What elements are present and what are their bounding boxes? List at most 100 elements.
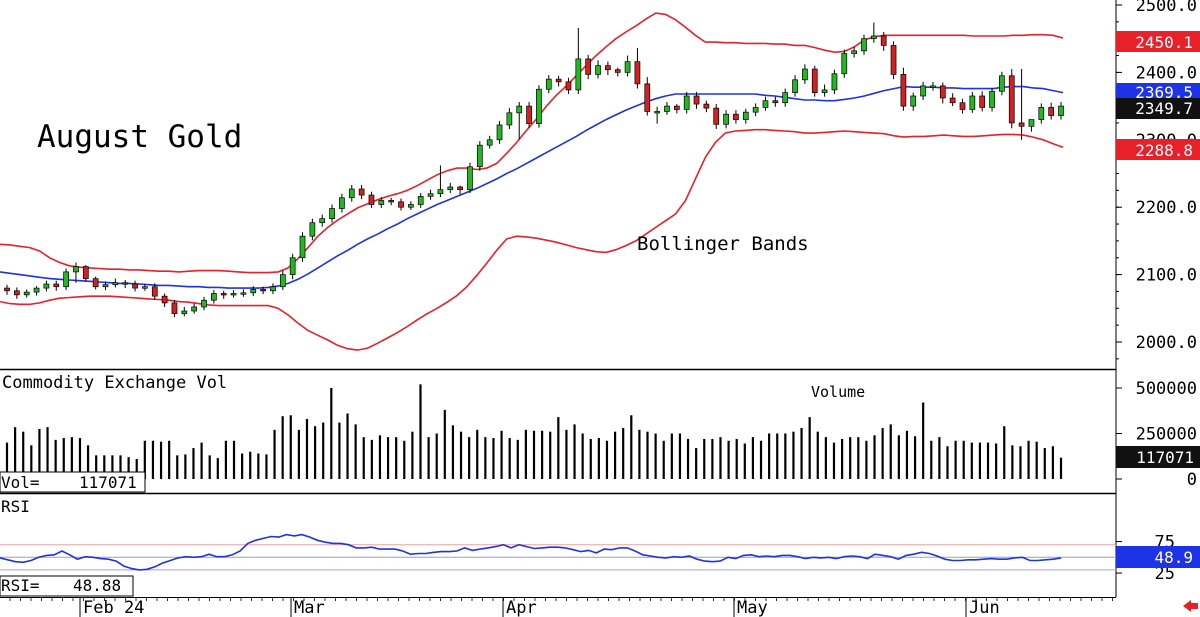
- candle-body: [142, 286, 148, 289]
- candle-body: [92, 278, 99, 288]
- candle-body: [260, 289, 266, 292]
- candle-body: [841, 53, 848, 75]
- candle-body: [496, 124, 503, 141]
- candle-body: [555, 78, 562, 83]
- scroll-left-arrow-icon[interactable]: [1183, 600, 1198, 612]
- candle-body: [82, 266, 89, 279]
- last-price-marker-label: 2349.7: [1135, 99, 1193, 118]
- rsi-readout-value: 48.88: [73, 576, 121, 595]
- candle-body: [14, 290, 20, 296]
- candle-body: [476, 144, 483, 168]
- lower-band-marker: [1116, 139, 1200, 160]
- candle-body: [348, 188, 355, 199]
- candle-body: [782, 92, 789, 104]
- candle-body: [417, 196, 424, 205]
- lower-band-marker-label: 2288.8: [1135, 141, 1193, 160]
- candle-body: [575, 58, 582, 91]
- candle-body: [654, 111, 660, 114]
- candle-body: [752, 107, 759, 113]
- candle-body: [644, 83, 651, 112]
- candle-body: [1048, 107, 1054, 116]
- candle-body: [536, 88, 542, 124]
- candle-body: [614, 69, 621, 73]
- candle-body: [319, 218, 326, 224]
- candle-body: [880, 35, 887, 46]
- middle-band-marker: [1116, 83, 1200, 102]
- candle-body: [73, 266, 79, 273]
- candle-body: [112, 282, 119, 286]
- rsi-pane-title: RSI: [1, 497, 30, 516]
- middle-bollinger-band: [0, 85, 1064, 289]
- candle-body: [211, 293, 217, 301]
- candle-body: [723, 113, 729, 125]
- candle-body: [673, 105, 680, 110]
- candle-body: [427, 193, 434, 197]
- candle-body: [437, 189, 444, 195]
- candle-body: [742, 111, 749, 120]
- candle-body: [191, 306, 198, 312]
- candle-body: [910, 95, 917, 107]
- volume-readout-box: [0, 471, 146, 493]
- candle-body: [388, 200, 395, 203]
- candle-body: [289, 257, 296, 275]
- rsi-line: [0, 533, 1062, 571]
- x-axis: Feb 24 Mar Apr May Jun: [9, 597, 1113, 617]
- upper-band-marker-label: 2450.1: [1135, 33, 1193, 52]
- candle-body: [802, 68, 808, 81]
- volume-pane-title: Commodity Exchange Vol: [2, 373, 227, 393]
- candle-body: [102, 284, 109, 288]
- candle-body: [457, 186, 463, 191]
- candle-body: [890, 45, 897, 75]
- candle-body: [506, 112, 513, 126]
- candle-body: [250, 289, 257, 294]
- candle-body: [368, 194, 375, 205]
- rsi-last-marker-label: 48.9: [1154, 548, 1193, 567]
- candle-body: [920, 85, 926, 97]
- candle-body: [792, 79, 798, 93]
- candle-body: [733, 113, 739, 120]
- candle-body: [979, 95, 986, 108]
- candle-body: [329, 208, 335, 220]
- x-axis-label: Mar: [294, 598, 325, 617]
- candle-body: [713, 107, 720, 125]
- candle-body: [299, 235, 306, 259]
- candle-body: [595, 65, 601, 75]
- rsi-last-marker: [1116, 546, 1200, 568]
- x-axis-label: Apr: [506, 598, 537, 617]
- x-axis-label: Feb 24: [83, 598, 144, 617]
- price-y-tick-label: 2000.0: [1136, 333, 1197, 353]
- candle-body: [53, 283, 60, 288]
- candle-body: [634, 61, 641, 85]
- price-y-tick-label: 2100.0: [1136, 266, 1197, 286]
- price-y-tick-label: 2200.0: [1136, 198, 1197, 218]
- volume-readout-label: Vol=: [1, 473, 40, 492]
- candle-body: [358, 188, 365, 196]
- rsi-readout-label: RSI=: [1, 576, 40, 595]
- candle-body: [33, 287, 40, 293]
- candle-body: [772, 100, 779, 104]
- candle-body: [811, 68, 818, 93]
- candle-body: [851, 50, 857, 54]
- upper-bollinger-band: [0, 12, 1064, 274]
- volume-readout-value: 117071: [79, 473, 137, 492]
- price-y-tick-label: 2500.0: [1136, 0, 1197, 16]
- candle-body: [989, 90, 995, 108]
- candle-body: [1058, 105, 1064, 116]
- candle-body: [4, 287, 10, 292]
- candle-body: [565, 81, 572, 91]
- candle-body: [467, 166, 473, 191]
- candle-body: [930, 85, 936, 88]
- volume-last-marker-label: 117071: [1136, 448, 1194, 467]
- candle-body: [1018, 122, 1025, 127]
- candle-body: [939, 85, 946, 99]
- lower-bollinger-band: [0, 128, 1064, 351]
- candle-body: [378, 200, 385, 205]
- candle-body: [122, 282, 129, 285]
- x-axis-label: May: [737, 598, 768, 617]
- candle-body: [969, 95, 976, 110]
- candle-body: [762, 100, 769, 108]
- candle-body: [516, 105, 523, 114]
- candle-body: [831, 73, 838, 91]
